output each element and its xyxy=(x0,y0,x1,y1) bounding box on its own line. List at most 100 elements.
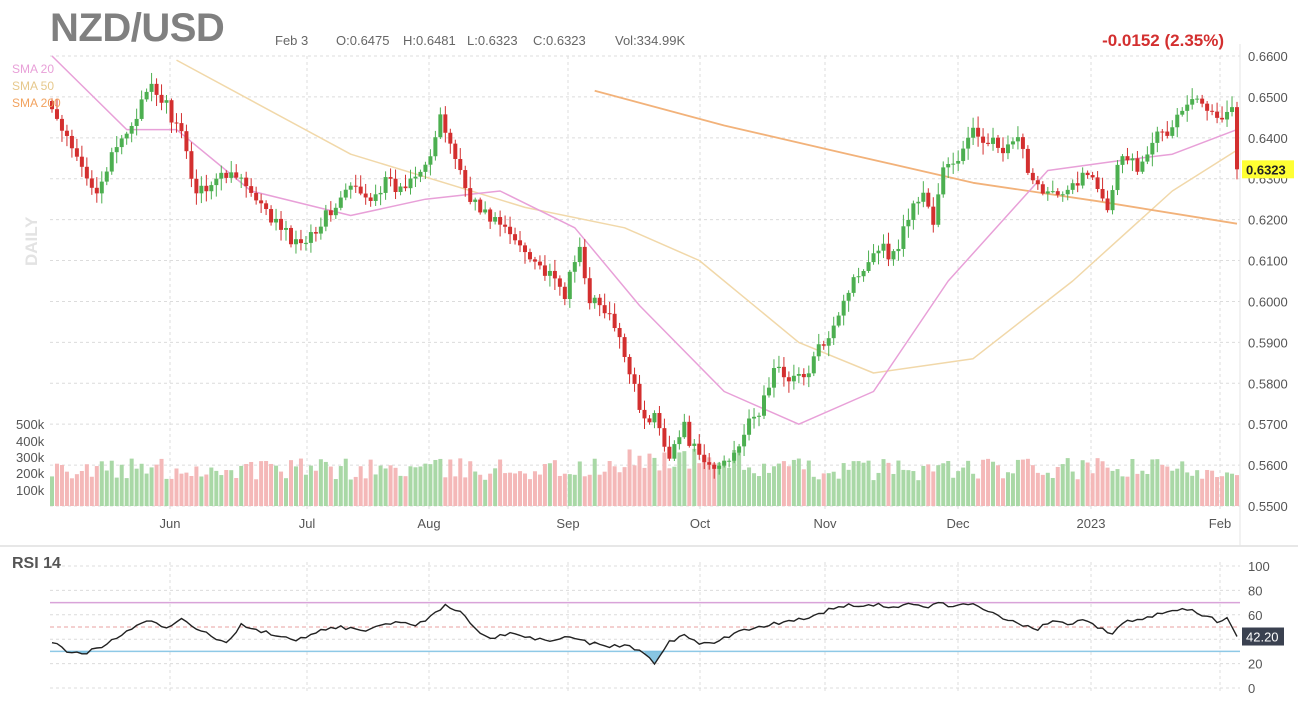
volume-bar xyxy=(761,463,766,506)
candle-body xyxy=(941,167,946,195)
volume-bar xyxy=(906,470,911,506)
volume-bar xyxy=(687,468,692,506)
candle-body xyxy=(54,109,59,119)
candle-body xyxy=(523,245,528,253)
volume-bar xyxy=(1235,475,1239,506)
candle-body xyxy=(393,178,398,193)
candle-body xyxy=(1125,156,1130,161)
volume-bar xyxy=(513,473,518,506)
volume-bar xyxy=(617,472,622,506)
candle-body xyxy=(582,246,587,279)
volume-bar xyxy=(264,461,269,506)
candle-body xyxy=(727,460,732,462)
volume-bar xyxy=(766,472,771,506)
candle-body xyxy=(413,176,418,179)
candle-body xyxy=(617,328,622,338)
volume-bar xyxy=(229,470,234,506)
volume-bar xyxy=(1105,467,1110,506)
volume-bar xyxy=(647,453,652,506)
candle-body xyxy=(423,164,428,172)
candle-body xyxy=(124,133,129,139)
candle-body xyxy=(1120,156,1125,165)
candle-body xyxy=(926,192,931,207)
volume-bar xyxy=(189,476,194,506)
candle-body xyxy=(627,356,632,375)
sma200-label: SMA 200 xyxy=(12,96,61,110)
candle-body xyxy=(587,278,592,304)
volume-bar xyxy=(134,468,139,506)
volume-bar xyxy=(1200,478,1205,506)
volume-bar xyxy=(821,473,826,506)
volume-bar xyxy=(169,478,174,506)
candle-body xyxy=(911,203,916,220)
candle-body xyxy=(1075,183,1080,186)
candle-body xyxy=(209,185,214,192)
candle-body xyxy=(697,443,702,455)
volume-bar xyxy=(1035,472,1040,506)
volume-bar xyxy=(1020,459,1025,506)
volume-bar xyxy=(443,477,448,506)
candle-body xyxy=(333,207,338,216)
volume-bar xyxy=(697,463,702,506)
volume-bar xyxy=(1205,469,1210,506)
volume-bar xyxy=(89,476,94,506)
volume-bar xyxy=(971,473,976,506)
volume-bar xyxy=(632,465,637,506)
candle-body xyxy=(159,94,164,103)
candle-body xyxy=(483,209,488,213)
volume-bar xyxy=(1075,479,1080,506)
sma50-label: SMA 50 xyxy=(12,79,55,93)
candle-body xyxy=(408,178,413,189)
candle-body xyxy=(771,368,776,388)
volume-bar xyxy=(1190,475,1195,506)
volume-bar xyxy=(1030,465,1035,506)
candle-body xyxy=(861,270,866,277)
candle-body xyxy=(961,148,966,161)
candle-body xyxy=(692,443,697,446)
volume-bar xyxy=(373,474,378,506)
candle-body xyxy=(816,344,821,357)
candle-body xyxy=(279,218,284,230)
volume-bar xyxy=(702,456,707,506)
candle-body xyxy=(956,160,961,164)
candle-body xyxy=(313,232,318,234)
volume-bar xyxy=(572,474,577,506)
candle-body xyxy=(737,446,742,453)
sma200-line xyxy=(594,89,1238,225)
candle-body xyxy=(537,261,542,266)
volume-bar xyxy=(1055,466,1060,506)
volume-bar xyxy=(119,464,124,506)
candle-body xyxy=(752,416,757,419)
candle-body xyxy=(891,251,896,260)
candle-body xyxy=(94,187,99,194)
volume-bar xyxy=(552,460,557,506)
volume-bar xyxy=(886,462,891,506)
candle-body xyxy=(1235,107,1239,170)
volume-value: Vol:334.99K xyxy=(615,33,686,48)
volume-bar xyxy=(508,472,513,506)
candle-body xyxy=(976,127,981,137)
high-value: H:0.6481 xyxy=(403,33,456,48)
volume-bar xyxy=(592,458,597,506)
volume-bar xyxy=(642,467,647,506)
candle-body xyxy=(433,137,438,157)
volume-bar xyxy=(428,464,433,506)
volume-bar xyxy=(1195,470,1200,506)
volume-bar xyxy=(124,478,129,506)
candle-body xyxy=(458,158,463,171)
candle-body xyxy=(288,227,293,245)
candle-body xyxy=(493,217,498,222)
volume-bar xyxy=(682,451,687,506)
candle-body xyxy=(244,177,249,187)
volume-tick-label: 400k xyxy=(16,434,45,449)
candle-body xyxy=(1185,104,1190,111)
candle-body xyxy=(84,166,89,179)
volume-bar xyxy=(1015,459,1020,506)
volume-bar xyxy=(881,459,886,506)
candle-body xyxy=(1175,114,1180,128)
volume-bar xyxy=(662,452,667,506)
candle-body xyxy=(836,315,841,326)
volume-bar xyxy=(657,470,662,506)
candle-body xyxy=(532,259,537,262)
